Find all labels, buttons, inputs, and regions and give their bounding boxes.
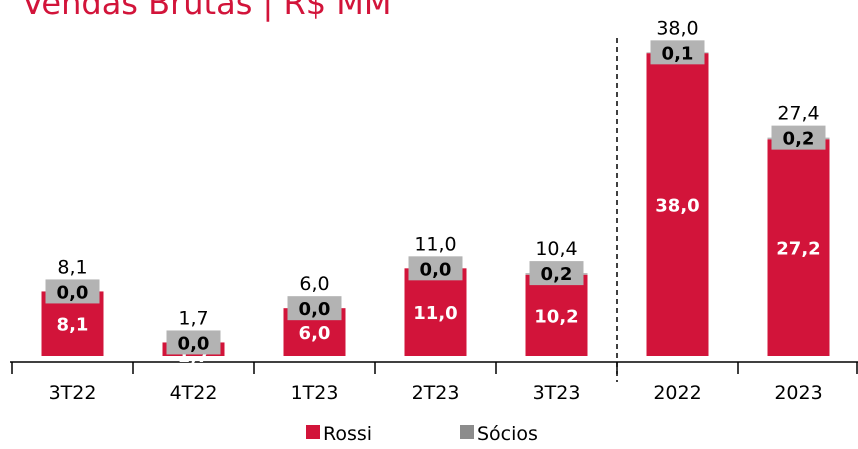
total-label: 38,0 (656, 17, 698, 39)
value-label: 0,2 (783, 129, 815, 150)
x-tick-label: 2023 (774, 382, 822, 404)
total-label: 10,4 (535, 238, 577, 260)
legend-swatch (460, 425, 474, 439)
value-label: 8,1 (57, 315, 89, 336)
x-tick-label: 4T22 (170, 382, 218, 404)
total-label: 6,0 (299, 273, 329, 295)
legend-swatch (306, 425, 320, 439)
label-bg (529, 261, 584, 286)
x-tick-label: 3T23 (533, 382, 581, 404)
total-label: 11,0 (414, 233, 456, 255)
value-label: 0,0 (299, 299, 331, 320)
label-bg (287, 296, 342, 321)
label-bg (45, 279, 100, 304)
legend-label: Sócios (477, 423, 538, 445)
value-label: 0,0 (420, 259, 452, 280)
bar-segment (525, 274, 588, 356)
x-tick-label: 2022 (653, 382, 701, 404)
label-bg (166, 330, 221, 355)
chart-title: Vendas Brutas | R$ MM (22, 0, 391, 22)
total-label: 1,7 (178, 307, 208, 329)
total-label: 8,1 (57, 256, 87, 278)
x-tick-label: 3T22 (49, 382, 97, 404)
value-label: 0,2 (541, 264, 573, 285)
value-label: 0,1 (662, 43, 694, 64)
label-bg (771, 125, 826, 150)
legend-label: Rossi (323, 423, 372, 445)
value-label: 10,2 (534, 306, 578, 327)
label-bg (408, 256, 463, 281)
value-label: 0,0 (57, 282, 89, 303)
value-label: 38,0 (655, 196, 699, 217)
x-tick-label: 1T23 (291, 382, 339, 404)
label-bg (650, 40, 705, 65)
value-label: 0,0 (178, 333, 210, 354)
bar-segment (646, 53, 709, 356)
bar-segment (404, 268, 467, 356)
x-tick-label: 2T23 (412, 382, 460, 404)
value-label: 27,2 (776, 239, 820, 260)
total-label: 27,4 (777, 103, 819, 125)
value-label: 11,0 (413, 303, 457, 324)
bar-segment (767, 139, 830, 356)
value-label: 6,0 (299, 323, 331, 344)
